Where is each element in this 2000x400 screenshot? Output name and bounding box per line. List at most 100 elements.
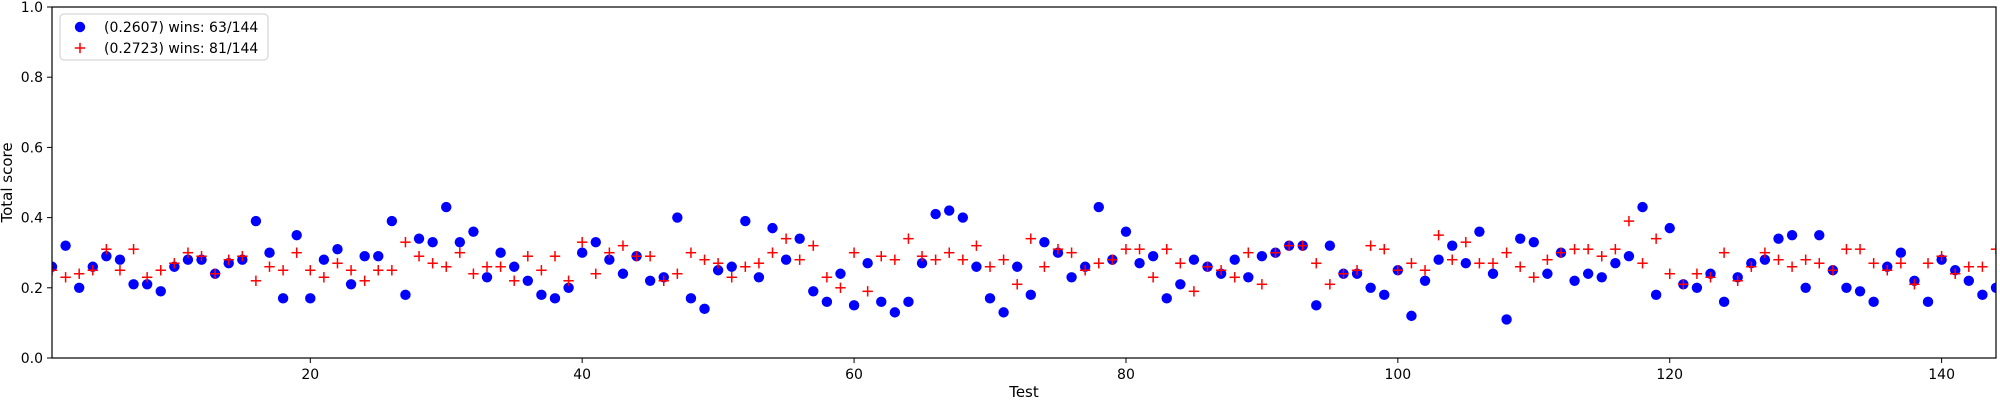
series-1-point	[373, 251, 384, 262]
series-1-point	[468, 226, 479, 237]
series-2-point	[1555, 247, 1567, 258]
series-2-point	[481, 261, 493, 272]
series-2-point	[1079, 265, 1091, 276]
series-2-point	[1460, 236, 1472, 248]
series-2-point	[52, 265, 58, 276]
series-1-point	[1582, 268, 1594, 279]
series-1-point	[1487, 268, 1499, 279]
y-tick-label: 0.8	[21, 70, 43, 86]
series-2-point	[862, 286, 873, 297]
series-1-point	[767, 222, 778, 234]
series-1-point	[1256, 251, 1268, 262]
series-2-point	[1773, 254, 1784, 265]
series-2-point	[685, 247, 697, 258]
series-2-point	[1977, 261, 1988, 272]
series-2-point	[1718, 247, 1730, 258]
series-2-point	[726, 272, 737, 283]
series-2-point	[1569, 243, 1580, 255]
series-1-point	[1542, 268, 1553, 279]
series-2-point	[1664, 268, 1675, 279]
series-1-point	[128, 279, 139, 290]
series-1-point	[1134, 258, 1145, 269]
series-2-point	[617, 240, 629, 251]
series-1-point	[1596, 272, 1607, 283]
series-2-point	[1229, 272, 1240, 283]
series-1-point	[576, 247, 588, 258]
series-2-point	[944, 247, 955, 258]
series-1-point	[753, 272, 765, 283]
series-2-point	[848, 247, 860, 258]
series-2-point	[1351, 265, 1363, 276]
series-1-point	[1066, 272, 1077, 283]
plot-layer	[52, 201, 1996, 325]
series-2-point	[1324, 279, 1336, 290]
series-1-point	[903, 296, 914, 308]
series-2-point	[1012, 279, 1023, 290]
series-1-point	[1379, 289, 1390, 301]
series-2-point	[699, 254, 710, 265]
series-1-point	[1324, 240, 1336, 251]
series-1-point	[1759, 254, 1771, 265]
series-2-point	[658, 275, 669, 286]
series-1-point	[318, 254, 330, 265]
series-2-point	[291, 247, 302, 258]
series-2-point	[672, 268, 683, 279]
series-2-point	[345, 265, 357, 276]
legend-label-2: (0.2723) wins: 81/144	[104, 41, 258, 57]
series-1-point	[1012, 261, 1023, 272]
series-1-point	[889, 307, 901, 318]
series-2-point	[87, 265, 98, 276]
series-2-point	[60, 272, 71, 283]
series-1-point	[1623, 251, 1635, 262]
series-2-point	[1270, 247, 1281, 258]
y-tick-label: 0.0	[21, 351, 43, 367]
series-2-point	[155, 265, 166, 276]
series-2-point	[1215, 265, 1227, 276]
series-1-point	[1990, 282, 1996, 293]
series-1-point	[1039, 236, 1050, 248]
series-1-point	[604, 254, 615, 265]
series-1-point	[1610, 258, 1621, 269]
series-1-point	[1243, 272, 1254, 283]
series-1-point	[1569, 275, 1580, 286]
series-1-point	[835, 268, 846, 279]
plot-frame	[51, 6, 1997, 359]
series-2-point	[1746, 261, 1757, 272]
series-1-point	[1895, 247, 1907, 258]
series-1-point	[495, 247, 506, 258]
series-2-point	[169, 258, 180, 269]
series-1-point	[876, 296, 887, 308]
series-2-point	[1936, 251, 1947, 262]
series-2-point	[1202, 261, 1213, 272]
series-2-point	[1732, 275, 1743, 286]
series-2-point	[1814, 258, 1825, 269]
series-2-point	[468, 268, 479, 279]
series-1-point	[1691, 282, 1703, 293]
series-2-point	[1596, 251, 1607, 262]
series-2-point	[1283, 240, 1295, 251]
series-1-point	[971, 261, 982, 272]
series-1-point	[1718, 296, 1730, 308]
series-1-point	[441, 201, 452, 213]
series-2-point	[1786, 261, 1798, 272]
series-2-point	[1501, 247, 1512, 258]
series-1-point	[400, 289, 411, 301]
series-2-point	[1433, 229, 1444, 241]
x-tick-label: 100	[1384, 367, 1411, 383]
series-1-point	[1147, 251, 1159, 262]
series-2-point	[1705, 272, 1716, 283]
series-1-point	[1474, 226, 1485, 237]
x-tick-label: 60	[845, 367, 863, 383]
series-2-point	[1392, 265, 1404, 276]
series-1-point	[780, 254, 792, 265]
series-2-point	[644, 251, 656, 262]
series-2-point	[277, 265, 289, 276]
series-1-point	[808, 286, 819, 297]
series-2-point	[576, 236, 588, 248]
series-2-point	[386, 265, 398, 276]
series-2-point	[522, 251, 534, 262]
series-2-point	[1800, 254, 1811, 265]
series-2-point	[1637, 258, 1648, 269]
series-2-point	[332, 258, 343, 269]
series-1-point	[155, 286, 166, 297]
